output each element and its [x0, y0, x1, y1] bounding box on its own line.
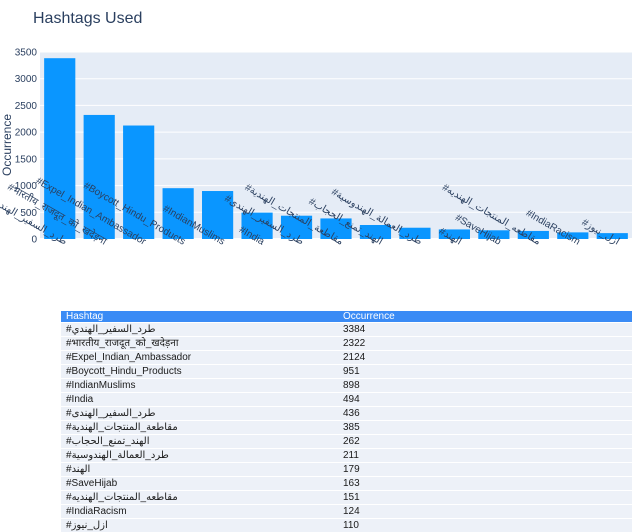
cell-occurrence: 385 [338, 421, 632, 435]
y-axis-label: Occurrence [0, 114, 14, 176]
cell-hashtag: #طرد_العمالة_الهندوسية [61, 449, 338, 463]
cell-occurrence: 151 [338, 491, 632, 505]
header-occurrence: Occurrence [338, 311, 632, 323]
cell-hashtag: #الهند [61, 463, 338, 477]
y-tick-label: 0 [31, 235, 37, 246]
y-tick-label: 3000 [15, 74, 38, 85]
cell-occurrence: 2124 [338, 351, 632, 365]
cell-hashtag: #IndiaRacism [61, 505, 338, 519]
cell-hashtag: #طرد_السفير_الهندي [61, 323, 338, 337]
cell-hashtag: #Expel_Indian_Ambassador [61, 351, 338, 365]
table-header-row: Hashtag Occurrence [61, 311, 632, 323]
cell-hashtag: #مقاطعة_المنتجات_الهندية [61, 421, 338, 435]
cell-occurrence: 3384 [338, 323, 632, 337]
cell-hashtag: #भारतीय_राजदूत_को_खदेड़ना [61, 337, 338, 351]
cell-occurrence: 110 [338, 519, 632, 532]
cell-hashtag: #الهند_تمنع_الحجاب [61, 435, 338, 449]
y-tick-label: 2000 [15, 128, 38, 139]
table-row: #भारतीय_राजदूत_को_खदेड़ना2322 [61, 337, 632, 351]
cell-occurrence: 211 [338, 449, 632, 463]
y-tick-label: 2500 [15, 101, 38, 112]
cell-occurrence: 163 [338, 477, 632, 491]
cell-hashtag: #مقاطعه_المنتجات_الهنديه [61, 491, 338, 505]
y-tick-label: 3500 [15, 48, 38, 59]
cell-occurrence: 494 [338, 393, 632, 407]
cell-occurrence: 951 [338, 365, 632, 379]
header-hashtag: Hashtag [61, 311, 338, 323]
cell-occurrence: 262 [338, 435, 632, 449]
cell-hashtag: #India [61, 393, 338, 407]
cell-hashtag: #IndianMuslims [61, 379, 338, 393]
cell-occurrence: 436 [338, 407, 632, 421]
cell-occurrence: 2322 [338, 337, 632, 351]
cell-hashtag: #Boycott_Hindu_Products [61, 365, 338, 379]
cell-occurrence: 898 [338, 379, 632, 393]
cell-hashtag: #SaveHijab [61, 477, 338, 491]
cell-hashtag: #طرد_السفير_الهندى [61, 407, 338, 421]
cell-occurrence: 179 [338, 463, 632, 477]
cell-hashtag: #ازل_نيوز [61, 519, 338, 532]
y-tick-label: 1500 [15, 154, 38, 165]
cell-occurrence: 124 [338, 505, 632, 519]
